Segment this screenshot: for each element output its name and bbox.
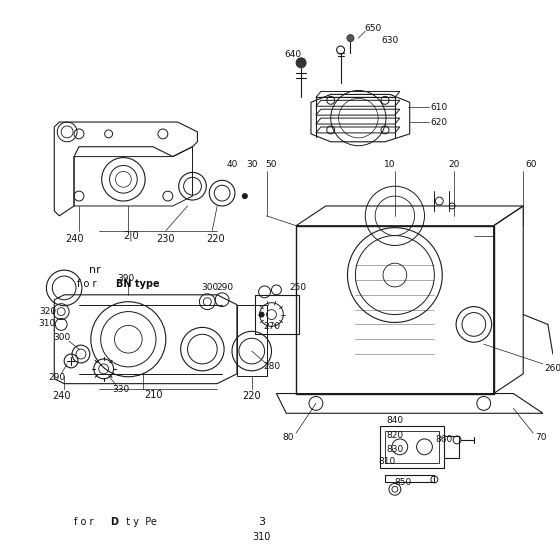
Text: 40: 40 (226, 160, 237, 169)
Text: 310: 310 (253, 531, 271, 542)
Circle shape (242, 194, 248, 199)
Text: 290: 290 (217, 283, 234, 292)
Text: f o r: f o r (74, 517, 100, 527)
Text: t y  Pe: t y Pe (120, 517, 157, 527)
Text: 640: 640 (284, 50, 301, 59)
Text: 330: 330 (112, 385, 129, 394)
Text: 840: 840 (386, 416, 403, 424)
Text: 820: 820 (386, 431, 403, 441)
Bar (237, 305, 267, 376)
Text: 630: 630 (381, 36, 399, 45)
Text: 650: 650 (365, 24, 382, 33)
Text: 270: 270 (263, 322, 280, 331)
Text: 250: 250 (290, 283, 307, 292)
Text: 60: 60 (525, 160, 537, 169)
Circle shape (347, 35, 354, 41)
Text: D: D (110, 517, 119, 527)
Text: 80: 80 (282, 433, 294, 442)
Text: 20: 20 (449, 160, 460, 169)
Text: f o r: f o r (77, 279, 102, 289)
Text: BN type: BN type (116, 279, 160, 289)
Text: 10: 10 (384, 160, 396, 169)
Text: 390: 390 (118, 273, 135, 283)
Text: 70: 70 (535, 433, 547, 442)
Text: 240: 240 (52, 390, 71, 400)
Text: 50: 50 (266, 160, 277, 169)
Text: 320: 320 (39, 307, 56, 316)
Circle shape (296, 58, 306, 68)
Text: 310: 310 (39, 319, 56, 328)
Text: 300: 300 (54, 333, 71, 342)
Text: 810: 810 (379, 457, 395, 466)
Text: 2|0: 2|0 (124, 230, 139, 241)
Bar (385, 431, 439, 463)
Text: 220: 220 (242, 390, 261, 400)
Text: 260: 260 (544, 365, 560, 374)
Text: nr: nr (89, 265, 101, 275)
Text: 210: 210 (144, 390, 162, 399)
Bar (380, 426, 444, 468)
Text: 830: 830 (386, 445, 404, 454)
Text: 230: 230 (157, 234, 175, 244)
Text: 220: 220 (206, 234, 225, 244)
Text: 240: 240 (65, 234, 83, 244)
Text: 300: 300 (202, 283, 219, 292)
Text: 850: 850 (394, 478, 412, 487)
Text: 860: 860 (436, 436, 453, 445)
Circle shape (259, 312, 264, 317)
Text: 3: 3 (258, 517, 265, 527)
Text: 610: 610 (431, 102, 448, 112)
Text: 280: 280 (263, 362, 280, 371)
Text: 30: 30 (246, 160, 258, 169)
Text: 290: 290 (49, 373, 66, 382)
Bar (255, 295, 299, 334)
Text: 620: 620 (431, 118, 448, 127)
